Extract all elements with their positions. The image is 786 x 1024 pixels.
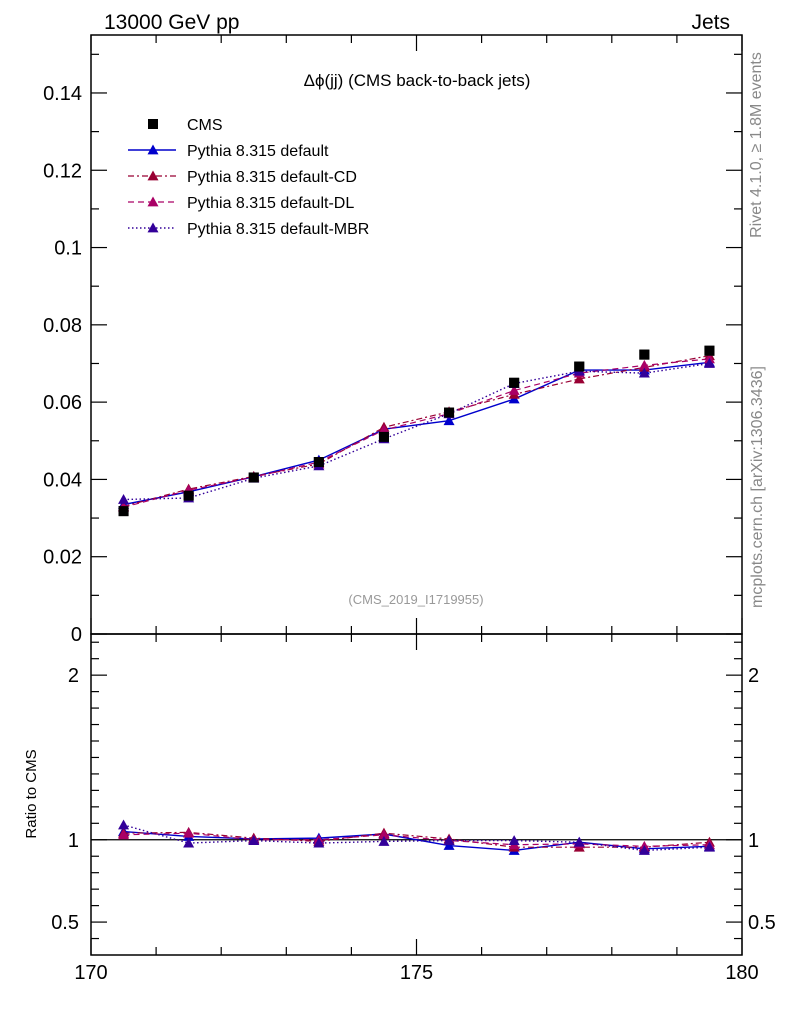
ratio-point <box>248 835 260 845</box>
legend-marker <box>147 222 159 233</box>
main-axes: 0 0.02 0.04 0.06 0.08 0.1 0.12 0.14 <box>43 35 743 646</box>
series-point <box>378 424 390 435</box>
x-tick-label: 180 <box>725 962 758 984</box>
ratio-point <box>573 836 585 847</box>
ratio-point <box>183 827 195 838</box>
ratio-y-tick-label-right: 1 <box>748 830 759 852</box>
ratio-line <box>123 824 710 852</box>
y-tick-label: 0.1 <box>54 238 82 260</box>
ratio-line <box>123 830 710 852</box>
ratio-y-tick-label: 2 <box>68 665 79 687</box>
ratio-series <box>118 819 715 855</box>
legend-cms-marker <box>148 119 158 129</box>
series-point <box>118 494 130 504</box>
ratio-axis-label: Ratio to CMS <box>23 749 40 838</box>
ratio-line <box>123 832 710 847</box>
y-tick-label: 0.02 <box>43 547 82 569</box>
series-line <box>123 362 710 501</box>
cms-data-point <box>378 431 389 442</box>
cms-data-point <box>248 472 259 483</box>
legend-label: Pythia 8.315 default <box>187 143 329 160</box>
legend-marker <box>147 170 159 181</box>
ratio-y-tick-label: 1 <box>68 830 79 852</box>
y-tick-label: 0.12 <box>43 160 82 182</box>
series-point <box>703 357 715 368</box>
series-point <box>443 415 455 426</box>
cms-data-point <box>639 349 650 360</box>
ratio-point <box>703 841 715 852</box>
series-line <box>123 355 710 508</box>
header-jets-label: Jets <box>691 11 730 34</box>
ratio-point <box>118 819 130 830</box>
ratio-point <box>508 835 520 845</box>
header-energy-label: 13000 GeV pp <box>104 11 239 34</box>
chart-title: Δϕ(jj) (CMS back-to-back jets) <box>304 71 531 90</box>
ratio-point <box>378 835 390 846</box>
cms-data-point <box>574 361 585 372</box>
cms-data-point <box>183 490 194 501</box>
legend-label: Pythia 8.315 default-MBR <box>187 221 369 238</box>
ratio-y-tick-label-right: 2 <box>748 665 759 687</box>
y-tick-label: 0.08 <box>43 315 82 337</box>
series-line <box>123 358 710 508</box>
x-tick-label: 170 <box>74 962 107 984</box>
cms-data-point <box>313 457 324 468</box>
legend-label: Pythia 8.315 default-DL <box>187 195 354 212</box>
legend-label: CMS <box>187 117 223 134</box>
watermark: (CMS_2019_I1719955) <box>348 592 483 607</box>
main-series <box>118 345 715 517</box>
series-point <box>638 359 650 370</box>
mcplots-label: mcplots.cern.ch [arXiv:1306.3436] <box>749 366 766 608</box>
y-tick-label: 0.14 <box>43 83 82 105</box>
ratio-point <box>378 829 390 840</box>
series-line <box>123 361 710 506</box>
ratio-y-tick-label: 0.5 <box>51 912 79 934</box>
ratio-point <box>183 837 195 848</box>
rivet-label: Rivet 4.1.0, ≥ 1.8M events <box>748 52 765 238</box>
cms-data-point <box>118 506 129 517</box>
cms-data-point <box>509 377 520 388</box>
ratio-plot-frame <box>90 633 743 956</box>
series-point <box>638 367 650 378</box>
ratio-axes: 170 175 180 0.5 0.5 1 1 2 2 <box>51 634 776 984</box>
series-point <box>573 373 585 384</box>
x-tick-label: 175 <box>400 962 433 984</box>
cms-data-point <box>444 407 455 418</box>
ratio-point <box>313 837 325 848</box>
ratio-y-tick-label-right: 0.5 <box>748 912 776 934</box>
ratio-point <box>118 829 130 840</box>
cms-data-point <box>704 345 715 356</box>
legend-marker <box>147 196 159 207</box>
series-point <box>508 385 520 395</box>
ratio-point <box>638 844 650 855</box>
ratio-point <box>443 835 455 845</box>
legend-marker <box>147 144 159 155</box>
y-tick-label: 0.06 <box>43 392 82 414</box>
y-tick-label: 0 <box>71 624 82 646</box>
legend-label: Pythia 8.315 default-CD <box>187 169 357 186</box>
legend: CMS Pythia 8.315 default Pythia 8.315 defa… <box>128 117 369 238</box>
y-tick-label: 0.04 <box>43 469 82 491</box>
